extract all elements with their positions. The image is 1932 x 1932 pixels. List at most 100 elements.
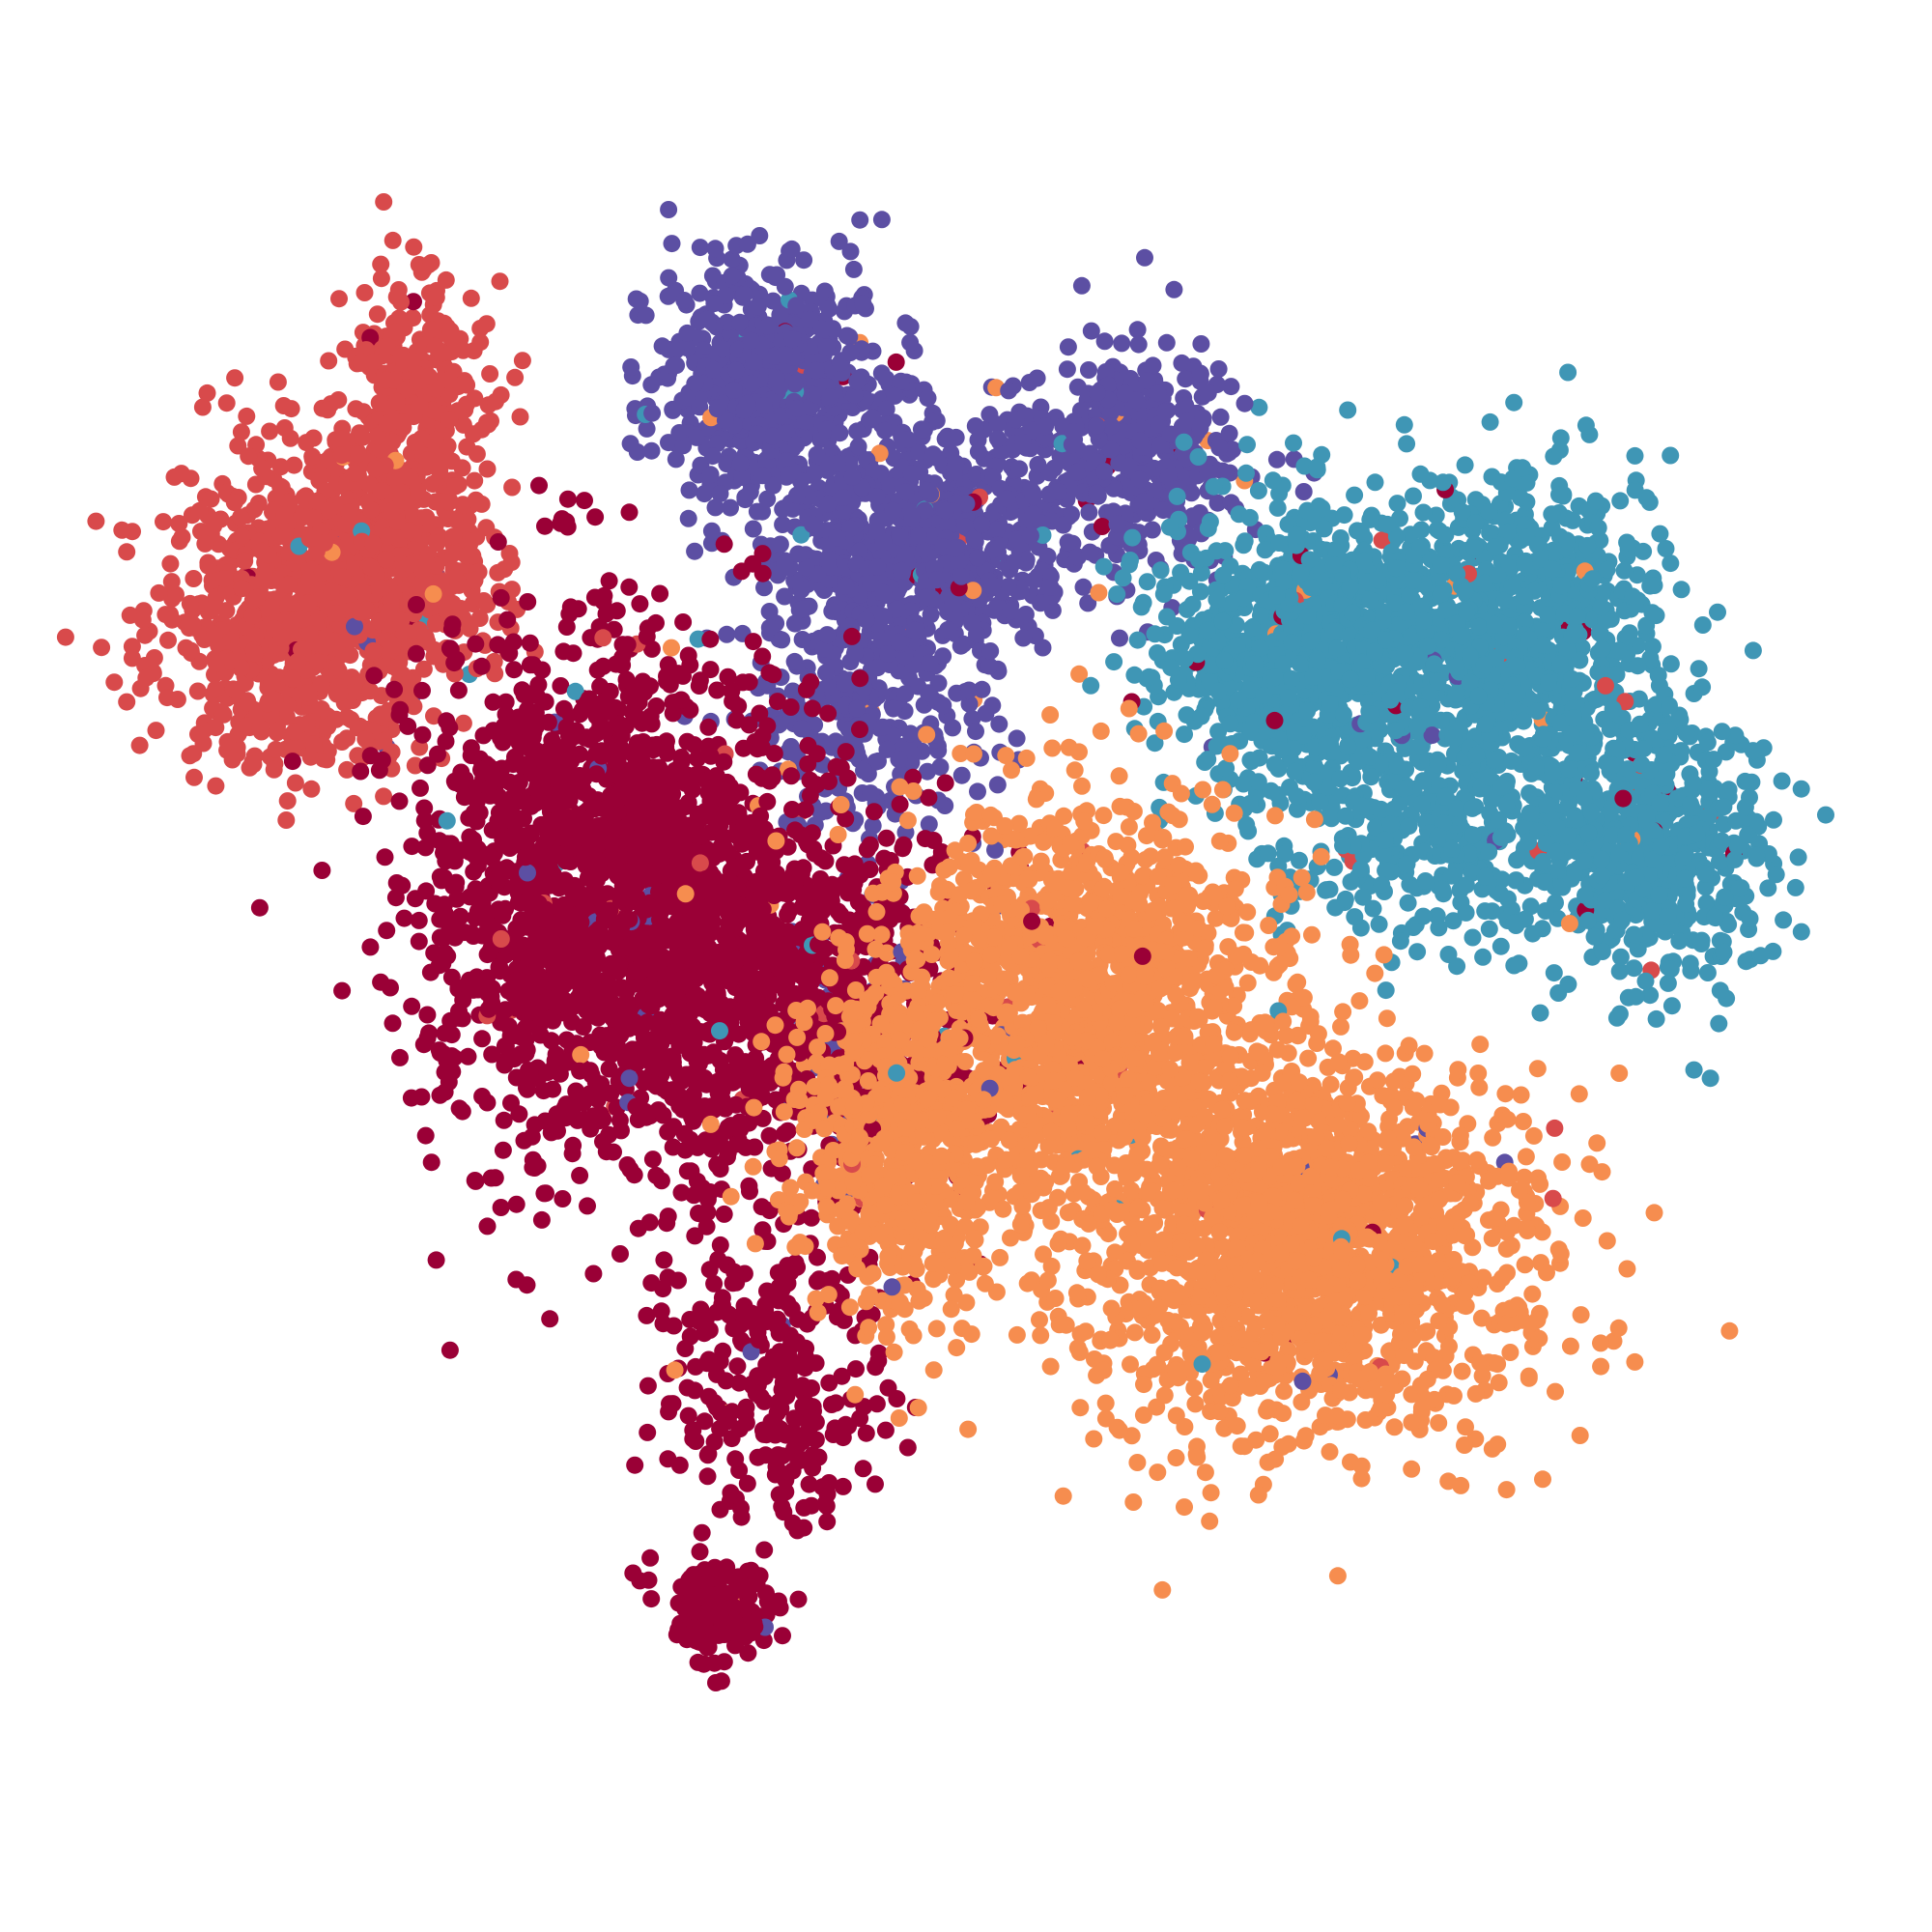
scatter-point — [467, 491, 485, 509]
scatter-point — [282, 400, 300, 418]
scatter-point — [1080, 361, 1097, 379]
scatter-point — [217, 602, 236, 620]
scatter-point — [963, 614, 980, 632]
scatter-point — [678, 388, 696, 407]
scatter-point — [969, 549, 987, 567]
scatter-point — [405, 238, 423, 256]
scatter-point — [238, 407, 256, 425]
scatter-point — [285, 456, 303, 474]
scatter-point — [286, 774, 304, 792]
scatter-point — [345, 794, 363, 812]
scatter-point — [1067, 463, 1086, 481]
scatter-point — [188, 682, 207, 700]
scatter-point — [724, 382, 743, 399]
scatter-point — [401, 468, 419, 486]
scatter-point — [1058, 360, 1076, 379]
scatter-point — [818, 626, 837, 644]
scatter-point — [1088, 416, 1106, 435]
scatter-point — [946, 463, 963, 481]
scatter-point — [917, 588, 935, 607]
scatter-point — [1210, 439, 1229, 457]
scatter-point — [1010, 460, 1029, 478]
scatter-point — [1177, 370, 1195, 388]
scatter-point — [281, 493, 299, 511]
scatter-point — [887, 353, 905, 371]
scatter-point — [851, 211, 869, 229]
scatter-point — [755, 396, 773, 414]
scatter-point — [300, 529, 319, 548]
scatter-point — [920, 684, 937, 702]
scatter-point — [434, 597, 452, 615]
scatter-point — [285, 723, 303, 741]
scatter-point — [820, 299, 838, 318]
scatter-point — [1113, 334, 1131, 353]
scatter-point — [834, 489, 852, 506]
scatter-point — [462, 289, 480, 307]
scatter-point — [817, 338, 836, 356]
scatter-point — [1817, 806, 1834, 824]
scatter-point — [388, 392, 406, 411]
scatter-point — [730, 313, 749, 331]
scatter-point — [1149, 384, 1167, 403]
scatter-point — [988, 776, 1007, 794]
scatter-point — [804, 515, 822, 533]
scatter-point — [846, 642, 865, 661]
scatter-point — [1208, 494, 1227, 512]
scatter-point — [113, 521, 131, 539]
scatter-point — [748, 298, 766, 316]
scatter-point — [824, 320, 842, 338]
scatter-point — [705, 295, 724, 313]
scatter-point — [283, 669, 301, 688]
scatter-point — [1698, 964, 1717, 981]
scatter-point — [364, 534, 383, 553]
scatter-point — [1128, 321, 1147, 339]
scatter-point — [1054, 516, 1072, 534]
scatter-point — [675, 292, 694, 309]
scatter-point — [774, 516, 792, 533]
scatter-point — [263, 673, 281, 692]
scatter-point — [1391, 932, 1409, 951]
scatter-point — [368, 305, 386, 324]
scatter-point — [1636, 972, 1655, 990]
scatter-point — [983, 577, 1002, 595]
scatter-point — [792, 581, 810, 599]
scatter-point — [207, 654, 225, 672]
scatter-point — [1157, 333, 1176, 352]
scatter-point — [259, 695, 276, 713]
scatter-point — [364, 641, 383, 660]
scatter-point — [741, 483, 759, 501]
scatter-point — [727, 361, 746, 380]
scatter-point — [309, 653, 327, 671]
scatter-point — [780, 466, 798, 484]
scatter-point — [133, 611, 152, 629]
scatter-point — [375, 193, 393, 211]
scatter-point — [1502, 752, 1520, 770]
scatter-point — [1611, 492, 1630, 510]
scatter-point — [372, 270, 390, 288]
scatter-point — [373, 579, 390, 597]
scatter-point — [1191, 582, 1209, 601]
scatter-point — [503, 478, 522, 497]
scatter-point — [901, 333, 920, 352]
scatter-point — [458, 531, 476, 550]
scatter-point — [1545, 964, 1563, 982]
scatter-point — [973, 515, 991, 533]
scatter-point — [952, 567, 970, 585]
scatter-point — [1016, 606, 1035, 623]
scatter-point — [267, 740, 285, 758]
scatter-point — [946, 539, 964, 557]
scatter-point — [205, 517, 223, 535]
scatter-point — [444, 545, 463, 563]
scatter-point — [793, 631, 811, 648]
scatter-point — [1090, 583, 1108, 602]
scatter-point — [449, 574, 468, 592]
scatter-point — [206, 625, 224, 643]
scatter-point — [1111, 629, 1128, 647]
scatter-point — [414, 660, 433, 678]
scatter-point — [420, 367, 439, 385]
scatter-point — [901, 724, 920, 743]
scatter-point — [258, 520, 276, 538]
scatter-point — [844, 260, 863, 278]
scatter-point — [513, 352, 531, 370]
scatter-point — [272, 629, 291, 647]
